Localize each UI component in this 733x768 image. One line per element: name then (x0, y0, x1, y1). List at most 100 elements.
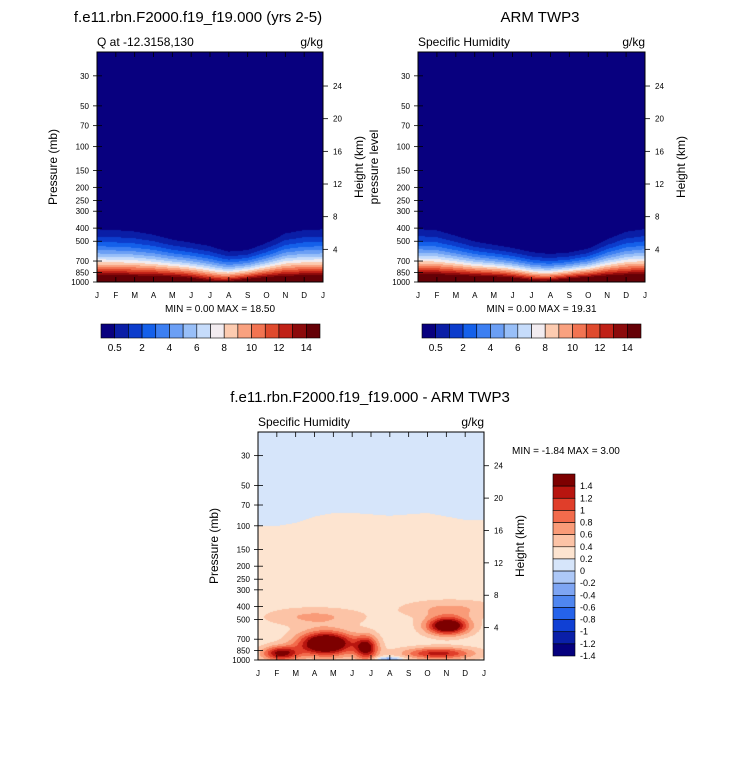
y-tick-label: 200 (237, 562, 251, 571)
y-tick-label: 300 (237, 586, 251, 595)
x-tick-label: A (387, 669, 393, 678)
colorbar-box (552, 473, 576, 487)
colorbar-label: 12 (273, 343, 285, 354)
colorbar-box (182, 323, 198, 339)
y2-tick-label: 20 (655, 115, 664, 124)
panel-left-label: Q at -12.3158,130 (97, 35, 194, 49)
x-tick-label: J (511, 291, 515, 300)
colorbar-box (552, 582, 576, 596)
y2-tick-label: 20 (333, 115, 342, 124)
units-label: g/kg (622, 35, 645, 49)
colorbar-label: -0.6 (580, 602, 596, 612)
y-tick-label: 30 (241, 452, 250, 461)
colorbar-box (100, 323, 115, 339)
x-tick-label: S (567, 291, 572, 300)
colorbar-box (306, 323, 321, 339)
colorbar-label: 6 (515, 343, 521, 354)
colorbar-box (552, 546, 576, 560)
y-tick-label: 400 (237, 603, 251, 612)
x-tick-label: M (169, 291, 176, 300)
y-tick-label: 50 (401, 102, 410, 111)
y2-tick-label: 8 (494, 591, 499, 600)
colorbar-label: 14 (301, 343, 313, 354)
colorbar-label: 0.5 (429, 343, 443, 354)
y-tick-label: 100 (76, 143, 90, 152)
panel-arm: ARM TWP3 Specific Humidity g/kg 30 50 70 100 15… (367, 9, 688, 354)
y-tick-label: 70 (241, 501, 250, 510)
colorbar-label: 6 (194, 343, 200, 354)
y-tick-label: 30 (80, 72, 89, 81)
colorbar-box (552, 497, 576, 511)
colorbar-label: -0.2 (580, 578, 596, 588)
y-tick-label: 400 (76, 224, 90, 233)
colorbar-label: 4 (167, 343, 173, 354)
x-tick-label: A (548, 291, 554, 300)
y-tick-label: 150 (237, 545, 251, 554)
colorbar-label: 14 (622, 343, 634, 354)
x-tick-label: N (282, 291, 288, 300)
colorbar-box (572, 323, 587, 339)
x-tick-label: M (330, 669, 337, 678)
y-tick-label: 150 (76, 166, 90, 175)
colorbar-label: 10 (567, 343, 579, 354)
y-tick-label: 100 (397, 143, 411, 152)
colorbar-box (251, 323, 266, 339)
colorbar-box (141, 323, 157, 339)
y-tick-label: 30 (401, 72, 410, 81)
x-tick-label: J (350, 669, 354, 678)
x-tick-label: D (301, 291, 307, 300)
colorbar-box (627, 323, 642, 339)
y-tick-label: 300 (76, 207, 90, 216)
y-tick-label: 50 (241, 481, 250, 490)
colorbar-box (552, 619, 576, 633)
x-tick-label: F (434, 291, 439, 300)
x-tick-label: A (226, 291, 232, 300)
x-tick-label: D (462, 669, 468, 678)
y2-tick-label: 24 (333, 82, 342, 91)
y-tick-label: 150 (397, 166, 411, 175)
colorbar-label: 0.6 (580, 530, 593, 540)
y-tick-label: 70 (401, 122, 410, 131)
x-tick-label: J (369, 669, 373, 678)
y-tick-label: 850 (76, 268, 90, 277)
y-tick-label: 1000 (392, 278, 410, 287)
y2-axis-label: Height (km) (674, 136, 688, 198)
x-tick-label: J (256, 669, 260, 678)
y-tick-label: 300 (397, 207, 411, 216)
colorbar-label: 1 (580, 505, 585, 515)
x-tick-label: A (151, 291, 157, 300)
y2-tick-label: 4 (494, 624, 499, 633)
colorbar-box (517, 323, 532, 339)
y-tick-label: 100 (237, 522, 251, 531)
x-tick-label: N (443, 669, 449, 678)
colorbar-label: 8 (542, 343, 548, 354)
x-tick-label: S (406, 669, 411, 678)
x-tick-label: M (292, 669, 299, 678)
y2-tick-label: 8 (333, 213, 338, 222)
y2-axis-label: Height (km) (352, 136, 366, 198)
y2-tick-label: 12 (655, 180, 664, 189)
y2-tick-label: 24 (494, 462, 503, 471)
colorbar-label: 10 (246, 343, 258, 354)
y2-tick-label: 16 (655, 147, 664, 156)
x-tick-label: N (604, 291, 610, 300)
colorbar-box (278, 323, 293, 339)
min-max-label: MIN = 0.00 MAX = 19.31 (486, 304, 596, 315)
y-axis-label: pressure level (367, 130, 381, 205)
y-tick-label: 500 (76, 237, 90, 246)
panel-left-label: Specific Humidity (418, 35, 510, 49)
y-tick-label: 200 (76, 183, 90, 192)
colorbar-box (552, 607, 576, 620)
colorbar-label: -0.8 (580, 615, 596, 625)
colorbar-label: 0.4 (580, 542, 593, 552)
colorbar-box (490, 323, 505, 339)
panel-title: f.e11.rbn.F2000.f19_f19.000 - ARM TWP3 (230, 389, 510, 406)
colorbar-box (503, 323, 519, 339)
colorbar-label: 1.2 (580, 493, 593, 503)
colorbar-label: -1 (580, 627, 588, 637)
colorbar-label: 0 (580, 566, 585, 576)
colorbar-box (155, 323, 170, 339)
x-tick-label: M (490, 291, 497, 300)
colorbar-box (552, 534, 576, 548)
